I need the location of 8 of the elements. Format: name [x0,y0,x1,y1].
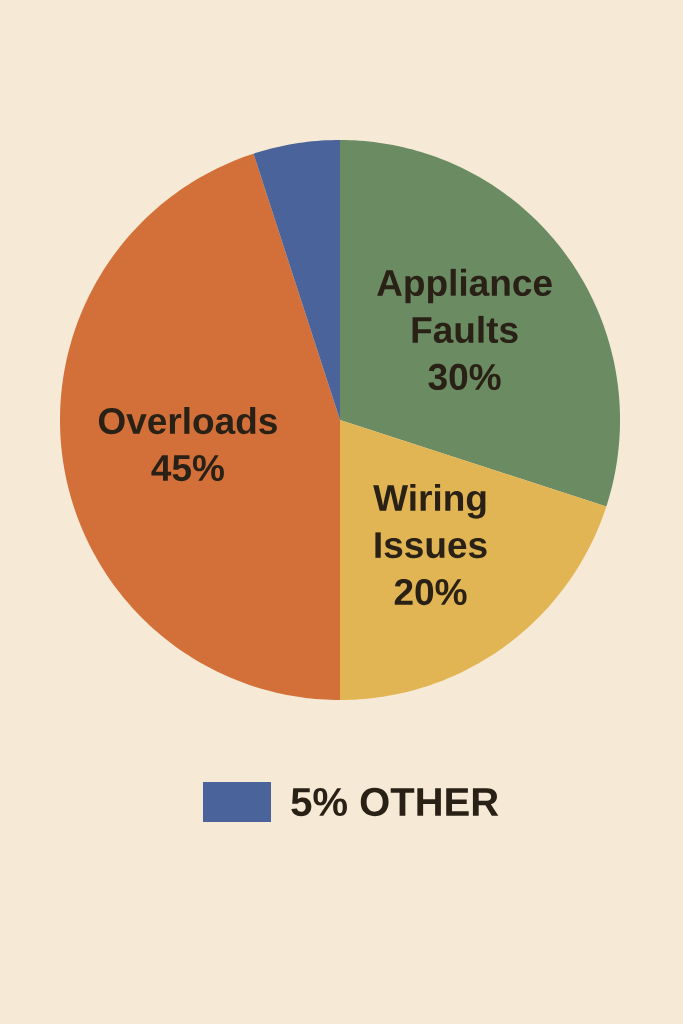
slice-label: Overloads [98,407,277,435]
slice-label: Wiring Issues [373,484,487,559]
legend-label: OTHER [360,787,499,817]
data-label: 5% [291,787,347,817]
data-label: 20% [394,578,467,606]
data-label: 45% [151,455,224,482]
data-label: 30% [428,363,501,391]
slice-label: Appliance Faults [377,268,552,344]
